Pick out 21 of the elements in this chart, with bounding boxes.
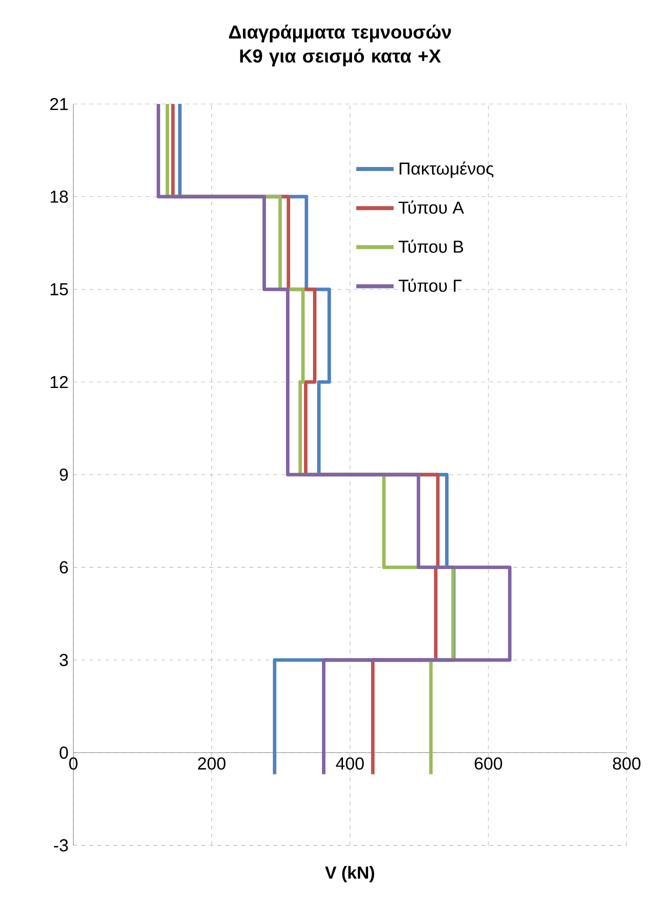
x-tick-label: 400 [336, 757, 364, 770]
legend-label: Πακτωμένος [400, 161, 494, 178]
y-tick-label: -3 [54, 839, 68, 852]
y-tick-label: 9 [60, 468, 68, 481]
x-tick-label: 600 [474, 757, 502, 770]
y-tick-label: 0 [60, 746, 68, 759]
x-tick-label: 0 [69, 757, 78, 770]
y-tick-label: 3 [60, 654, 68, 666]
y-tick-label: 12 [50, 376, 68, 388]
y-tick-label: 21 [50, 98, 68, 110]
line-series [156, 102, 512, 776]
x-tick-label: 200 [198, 757, 226, 770]
x-tick-label: 800 [613, 757, 641, 770]
legend-label: Τύπου Α [398, 200, 464, 214]
y-tick-label: 6 [60, 561, 68, 574]
x-axis-title: V (kN) [325, 866, 374, 882]
legend-label: Τύπου Β [398, 240, 464, 253]
legend-label: Τύπου Γ [398, 278, 462, 292]
y-tick-label: 15 [50, 283, 68, 296]
y-tick-label: 18 [50, 190, 68, 203]
chart-title: Διαγράμματα τεμνουσών Κ9 για σεισμό κατα +Χ [229, 24, 452, 66]
